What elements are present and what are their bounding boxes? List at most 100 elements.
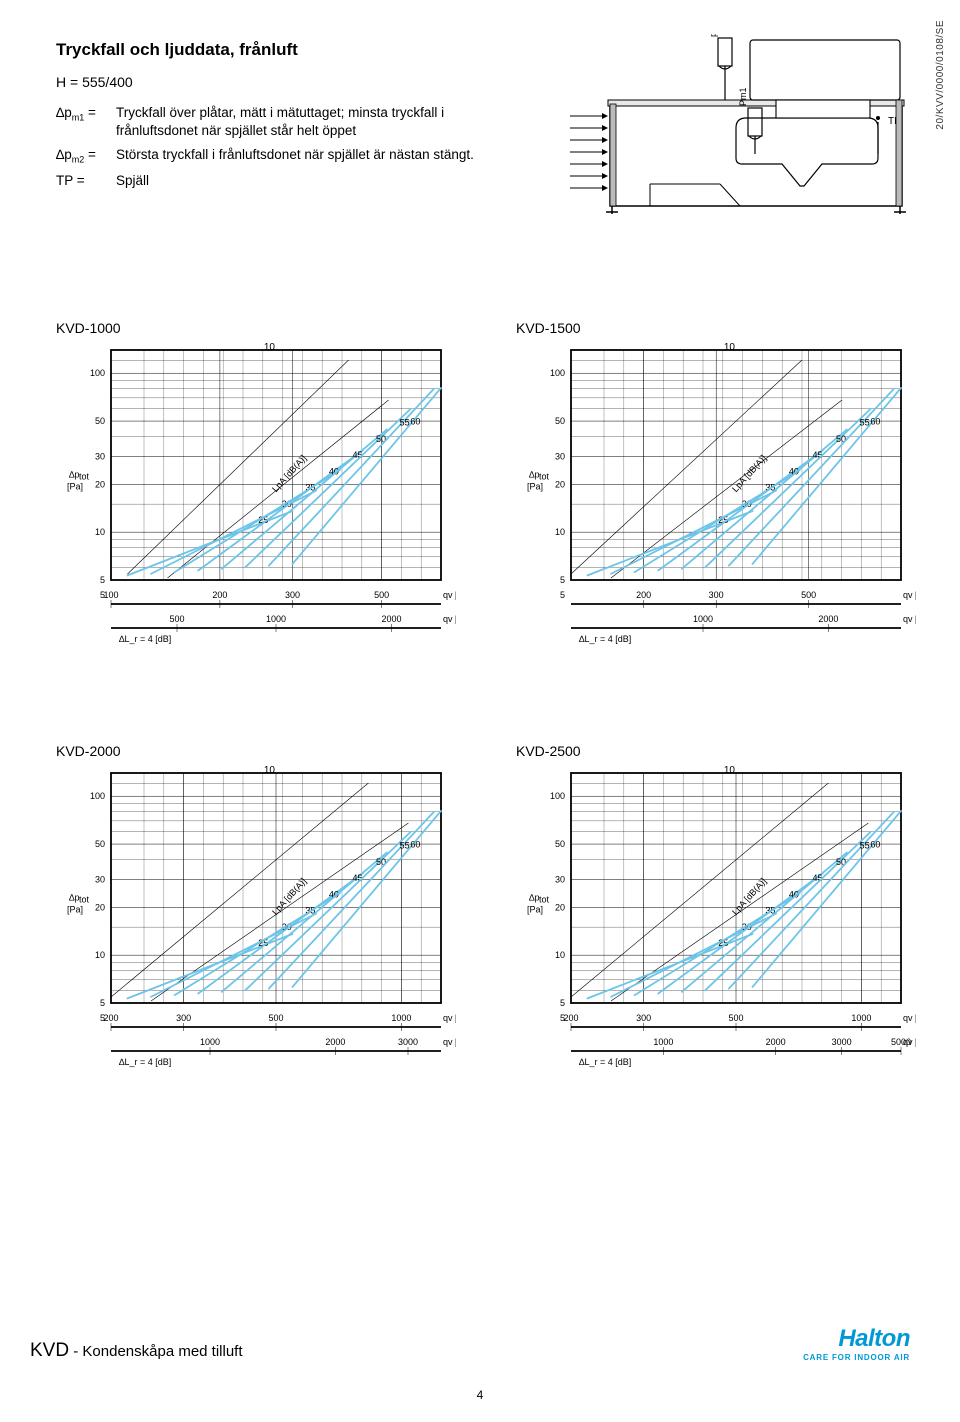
svg-text:∆L_r = 4 [dB]: ∆L_r = 4 [dB] bbox=[119, 634, 171, 644]
definition-text: Tryckfall över plåtar, mätt i mätuttaget… bbox=[116, 104, 476, 140]
svg-text:200: 200 bbox=[636, 590, 651, 600]
page-footer: KVD - Kondenskåpa med tilluft Halton CAR… bbox=[30, 1325, 910, 1362]
svg-text:60: 60 bbox=[410, 840, 420, 850]
svg-text:30: 30 bbox=[555, 451, 565, 461]
svg-text:[Pa]: [Pa] bbox=[67, 905, 83, 915]
svg-text:50: 50 bbox=[555, 839, 565, 849]
brand-name: Halton bbox=[803, 1325, 910, 1353]
svg-text:qv [m3/h]: qv [m3/h] bbox=[443, 614, 456, 624]
svg-text:1000: 1000 bbox=[653, 1037, 673, 1047]
svg-text:200: 200 bbox=[103, 1013, 118, 1023]
page-number: 4 bbox=[477, 1388, 484, 1402]
svg-text:50: 50 bbox=[555, 416, 565, 426]
svg-text:10: 10 bbox=[264, 342, 276, 353]
svg-text:20: 20 bbox=[555, 902, 565, 912]
svg-text:LpA [dB(A)]: LpA [dB(A)] bbox=[270, 453, 308, 494]
definition-row: TP =Spjäll bbox=[56, 172, 476, 190]
svg-text:qv [m3/h]: qv [m3/h] bbox=[903, 1037, 916, 1047]
svg-text:2000: 2000 bbox=[325, 1037, 345, 1047]
svg-text:30: 30 bbox=[95, 874, 105, 884]
charts-container: KVD-1000 510203050100102530354045505560L… bbox=[56, 320, 916, 1166]
definition-row: ∆pm2 =Största tryckfall i frånluftsdonet… bbox=[56, 146, 476, 166]
svg-text:5: 5 bbox=[560, 575, 565, 585]
svg-text:100: 100 bbox=[550, 791, 565, 801]
svg-text:2000: 2000 bbox=[381, 614, 401, 624]
svg-text:qv [l/s]: qv [l/s] bbox=[903, 590, 916, 600]
document-code: 20/KVV/0000/0108/SE bbox=[935, 20, 946, 130]
svg-text:1000: 1000 bbox=[200, 1037, 220, 1047]
chart-title: KVD-1500 bbox=[516, 320, 916, 336]
svg-text:20: 20 bbox=[555, 479, 565, 489]
svg-text:∆L_r = 4 [dB]: ∆L_r = 4 [dB] bbox=[119, 1057, 171, 1067]
svg-text:20: 20 bbox=[95, 902, 105, 912]
subhead-h: H = 555/400 bbox=[56, 74, 476, 90]
svg-text:10: 10 bbox=[95, 527, 105, 537]
svg-text:1000: 1000 bbox=[693, 614, 713, 624]
svg-text:30: 30 bbox=[95, 451, 105, 461]
svg-text:5: 5 bbox=[560, 998, 565, 1008]
svg-text:500: 500 bbox=[728, 1013, 743, 1023]
definition-text: Spjäll bbox=[116, 172, 476, 190]
svg-text:qv [l/s]: qv [l/s] bbox=[903, 1013, 916, 1023]
svg-text:50: 50 bbox=[95, 416, 105, 426]
inlet-arrows bbox=[570, 113, 608, 191]
svg-text:[Pa]: [Pa] bbox=[67, 482, 83, 492]
svg-text:500: 500 bbox=[169, 614, 184, 624]
svg-text:2000: 2000 bbox=[818, 614, 838, 624]
svg-text:5: 5 bbox=[100, 575, 105, 585]
chart-kvd-2500: KVD-2500 510203050100102530354045505560L… bbox=[516, 743, 916, 1116]
definition-text: Största tryckfall i frånluftsdonet när s… bbox=[116, 146, 476, 166]
svg-text:[Pa]: [Pa] bbox=[527, 905, 543, 915]
svg-text:∆L_r = 4 [dB]: ∆L_r = 4 [dB] bbox=[579, 1057, 631, 1067]
svg-text:100: 100 bbox=[103, 590, 118, 600]
chart-title: KVD-1000 bbox=[56, 320, 456, 336]
svg-text:100: 100 bbox=[550, 368, 565, 378]
pm2-label: pm2 bbox=[708, 34, 718, 37]
brand-tagline: CARE FOR INDOOR AIR bbox=[803, 1353, 910, 1362]
svg-text:3000: 3000 bbox=[832, 1037, 852, 1047]
svg-text:10: 10 bbox=[95, 950, 105, 960]
svg-text:10: 10 bbox=[555, 950, 565, 960]
chart-kvd-2000: KVD-2000 510203050100102530354045505560L… bbox=[56, 743, 456, 1116]
svg-text:500: 500 bbox=[801, 590, 816, 600]
definition-row: ∆pm1 =Tryckfall över plåtar, mätt i mätu… bbox=[56, 104, 476, 140]
svg-text:tot: tot bbox=[539, 472, 550, 482]
svg-text:5: 5 bbox=[560, 590, 565, 600]
schematic-diagram: pm2 Pm1 TP bbox=[540, 34, 910, 214]
svg-text:10: 10 bbox=[555, 527, 565, 537]
svg-text:tot: tot bbox=[79, 472, 90, 482]
svg-text:500: 500 bbox=[268, 1013, 283, 1023]
svg-text:5: 5 bbox=[100, 1013, 105, 1023]
svg-text:100: 100 bbox=[90, 791, 105, 801]
svg-text:10: 10 bbox=[724, 765, 736, 776]
svg-text:1000: 1000 bbox=[391, 1013, 411, 1023]
header-block: Tryckfall och ljuddata, frånluft H = 555… bbox=[56, 40, 476, 196]
svg-text:200: 200 bbox=[563, 1013, 578, 1023]
svg-text:500: 500 bbox=[374, 590, 389, 600]
brand-logo: Halton CARE FOR INDOOR AIR bbox=[803, 1325, 910, 1362]
svg-text:tot: tot bbox=[539, 895, 550, 905]
svg-text:300: 300 bbox=[285, 590, 300, 600]
svg-text:qv [l/s]: qv [l/s] bbox=[443, 1013, 456, 1023]
svg-text:qv [m3/h]: qv [m3/h] bbox=[903, 614, 916, 624]
svg-text:10: 10 bbox=[264, 765, 276, 776]
svg-text:∆p: ∆p bbox=[529, 893, 540, 903]
svg-text:[Pa]: [Pa] bbox=[527, 482, 543, 492]
pm1-label: Pm1 bbox=[738, 87, 748, 106]
chart-title: KVD-2500 bbox=[516, 743, 916, 759]
svg-text:qv [m3/h]: qv [m3/h] bbox=[443, 1037, 456, 1047]
svg-text:60: 60 bbox=[870, 840, 880, 850]
svg-text:LpA [dB(A)]: LpA [dB(A)] bbox=[730, 453, 768, 494]
svg-text:60: 60 bbox=[410, 417, 420, 427]
svg-text:200: 200 bbox=[212, 590, 227, 600]
svg-text:2000: 2000 bbox=[766, 1037, 786, 1047]
definition-symbol: ∆pm1 = bbox=[56, 104, 116, 140]
svg-text:100: 100 bbox=[90, 368, 105, 378]
chart-kvd-1000: KVD-1000 510203050100102530354045505560L… bbox=[56, 320, 456, 693]
svg-text:∆p: ∆p bbox=[69, 470, 80, 480]
chart-title: KVD-2000 bbox=[56, 743, 456, 759]
svg-text:∆p: ∆p bbox=[69, 893, 80, 903]
definition-symbol: ∆pm2 = bbox=[56, 146, 116, 166]
footer-product-code: KVD bbox=[30, 1340, 69, 1361]
svg-text:5: 5 bbox=[560, 1013, 565, 1023]
